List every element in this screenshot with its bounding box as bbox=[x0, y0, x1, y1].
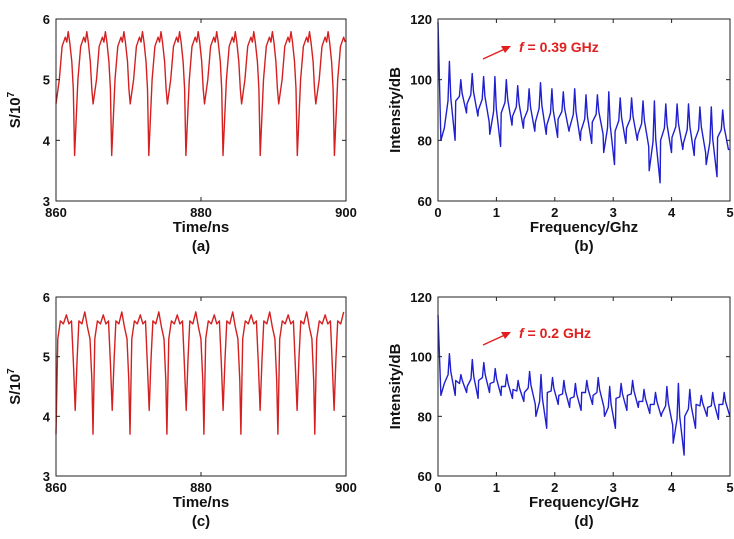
series-line bbox=[437, 21, 730, 184]
chart-panel: 860 880 900 3 4 5 6 Time/ns (c) S/107 bbox=[6, 290, 357, 530]
y-tick-label: 3 bbox=[43, 194, 50, 209]
x-tick-label: 1 bbox=[493, 480, 500, 495]
y-axis-label-exponent: 7 bbox=[6, 91, 17, 97]
y-ticks: 3 4 5 6 bbox=[43, 290, 346, 484]
x-tick-label: 4 bbox=[668, 480, 676, 495]
y-ticks: 3 4 5 6 bbox=[43, 12, 346, 209]
chart-panel: 860 880 900 3 4 5 6 Time/ns (a) S/107 bbox=[6, 12, 357, 255]
series-line bbox=[55, 311, 345, 435]
x-tick-label: 3 bbox=[610, 480, 617, 495]
annotation-text: f = 0.39 GHz bbox=[519, 39, 599, 55]
series-line bbox=[437, 314, 731, 456]
panel-label: (b) bbox=[574, 238, 593, 255]
y-axis-label-base: S/10 bbox=[7, 97, 24, 128]
x-tick-label: 900 bbox=[335, 205, 357, 220]
annotation-value: = 0.2 GHz bbox=[524, 325, 591, 341]
y-axis-label: Intensity/dB bbox=[387, 67, 404, 153]
y-ticks: 60 80 100 120 bbox=[410, 290, 730, 484]
x-tick-label: 2 bbox=[551, 480, 558, 495]
series-line bbox=[55, 31, 346, 157]
x-tick-label: 0 bbox=[434, 205, 441, 220]
panel-label: (d) bbox=[574, 513, 593, 530]
y-ticks: 60 80 100 120 bbox=[410, 12, 730, 209]
y-tick-label: 5 bbox=[43, 350, 50, 365]
y-axis-label: S/107 bbox=[6, 368, 24, 405]
y-tick-label: 100 bbox=[410, 73, 432, 88]
panel-label: (a) bbox=[192, 238, 210, 255]
y-axis-label-exponent: 7 bbox=[6, 368, 17, 374]
x-tick-label: 880 bbox=[190, 205, 212, 220]
x-tick-label: 880 bbox=[190, 480, 212, 495]
annotation-symbol: f bbox=[519, 39, 525, 55]
y-tick-label: 60 bbox=[418, 194, 432, 209]
annotation-text: f = 0.2 GHz bbox=[519, 325, 591, 341]
x-tick-label: 860 bbox=[45, 205, 67, 220]
annotation-arrow bbox=[482, 47, 508, 60]
y-tick-label: 120 bbox=[410, 12, 432, 27]
annotation-arrow bbox=[482, 333, 508, 346]
chart-panel: 0 1 2 3 4 5 60 80 100 120 Frequency/GHz (d) Intensit… bbox=[387, 290, 734, 530]
x-tick-label: 5 bbox=[726, 205, 733, 220]
plot-frame bbox=[437, 296, 731, 477]
frequency-annotation: f = 0.2 GHz bbox=[482, 325, 591, 346]
x-tick-label: 860 bbox=[45, 480, 67, 495]
y-axis-label: Intensity/dB bbox=[387, 343, 404, 429]
x-tick-label: 5 bbox=[726, 480, 733, 495]
x-ticks: 0 1 2 3 4 5 bbox=[434, 19, 734, 220]
panel-label: (c) bbox=[192, 513, 210, 530]
frequency-annotation: f = 0.39 GHz bbox=[482, 39, 599, 60]
y-tick-label: 4 bbox=[43, 133, 51, 148]
y-tick-label: 6 bbox=[43, 290, 50, 305]
y-axis-label: S/107 bbox=[6, 91, 24, 128]
x-tick-label: 3 bbox=[610, 205, 617, 220]
annotation-symbol: f bbox=[519, 325, 525, 341]
x-ticks: 860 880 900 bbox=[45, 297, 357, 495]
x-axis-label: Frequency/GHz bbox=[529, 494, 639, 511]
x-tick-label: 4 bbox=[668, 205, 676, 220]
y-tick-label: 5 bbox=[43, 73, 50, 88]
annotation-arrowhead bbox=[501, 46, 511, 53]
y-tick-label: 100 bbox=[410, 350, 432, 365]
chart-panel: 0 1 2 3 4 5 60 80 100 120 Frequency/Ghz (b) Intensit… bbox=[387, 12, 734, 255]
annotation-value: = 0.39 GHz bbox=[524, 39, 599, 55]
y-tick-label: 120 bbox=[410, 290, 432, 305]
y-tick-label: 80 bbox=[418, 409, 432, 424]
annotation-arrowhead bbox=[501, 332, 511, 339]
x-ticks: 860 880 900 bbox=[45, 19, 357, 220]
x-axis-label: Time/ns bbox=[173, 494, 229, 511]
y-tick-label: 60 bbox=[418, 469, 432, 484]
x-axis-label: Time/ns bbox=[173, 219, 229, 236]
x-tick-label: 0 bbox=[434, 480, 441, 495]
y-axis-label-base: S/10 bbox=[7, 374, 24, 405]
x-ticks: 0 1 2 3 4 5 bbox=[434, 297, 734, 495]
y-tick-label: 80 bbox=[418, 133, 432, 148]
x-tick-label: 1 bbox=[493, 205, 500, 220]
y-tick-label: 3 bbox=[43, 469, 50, 484]
y-tick-label: 6 bbox=[43, 12, 50, 27]
x-axis-label: Frequency/Ghz bbox=[530, 219, 638, 236]
y-tick-label: 4 bbox=[43, 409, 51, 424]
plot-frame bbox=[437, 18, 731, 202]
x-tick-label: 900 bbox=[335, 480, 357, 495]
x-tick-label: 2 bbox=[551, 205, 558, 220]
